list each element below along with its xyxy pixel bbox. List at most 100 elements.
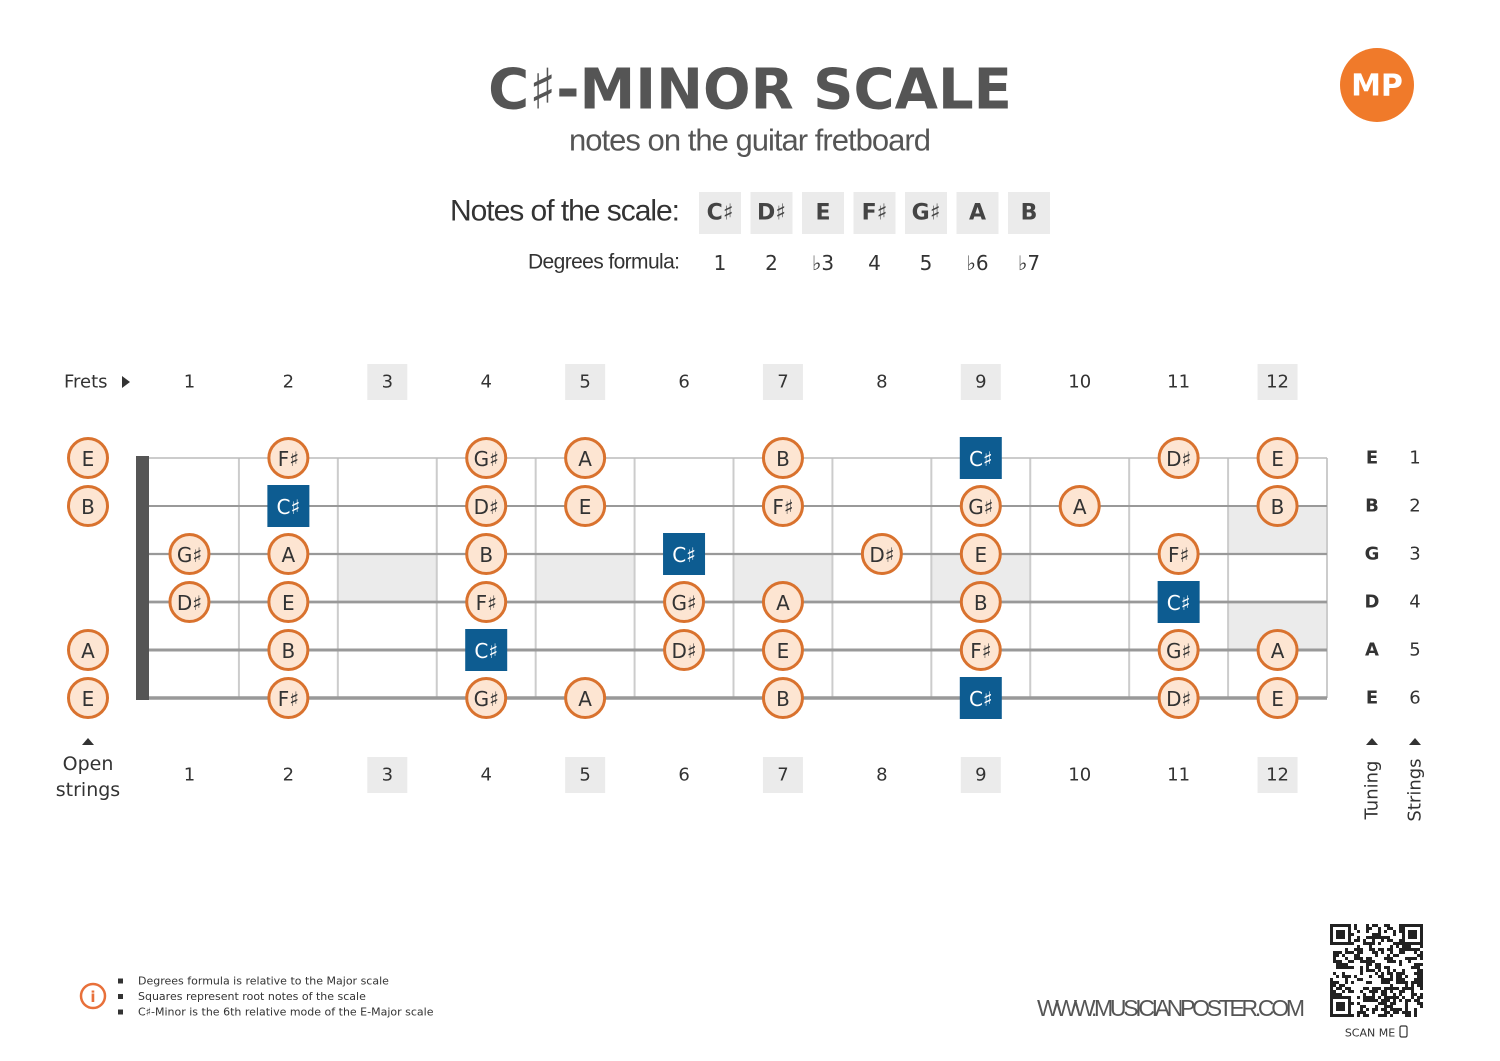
string-number: 3 [1409,544,1420,565]
qr-module [1381,939,1384,942]
qr-module [1384,990,1387,993]
qr-module [1393,933,1396,936]
qr-module [1381,948,1384,951]
qr-module [1363,960,1366,963]
note-circle [959,629,1002,671]
note-circle [959,533,1002,575]
qr-module [1399,930,1402,933]
root-note-square [267,485,310,527]
qr-module [1414,999,1417,1002]
fret-number: 9 [975,765,986,786]
qr-module [1393,954,1396,957]
qr-module [1330,1005,1333,1008]
qr-module [1366,924,1369,927]
qr-module [1414,957,1417,960]
qr-module [1342,966,1345,969]
qr-module [1387,996,1390,999]
qr-module [1339,966,1342,969]
qr-module [1369,945,1372,948]
qr-module [1339,942,1342,945]
qr-module [1384,957,1387,960]
info-icon-glyph: i [90,988,95,1006]
qr-module [1396,975,1399,978]
qr-module [1402,972,1405,975]
qr-module [1378,987,1381,990]
qr-module [1420,987,1423,990]
scale-degree: 4 [868,251,881,275]
qr-module [1405,1005,1408,1008]
qr-module [1399,948,1402,951]
qr-module [1405,945,1408,948]
qr-module [1354,924,1357,927]
qr-module [1366,927,1369,930]
qr-module [1372,969,1375,972]
qr-module [1405,948,1408,951]
qr-module [1357,996,1360,999]
qr-code [1330,924,1424,1018]
qr-module [1336,1014,1339,1017]
qr-module [1342,984,1345,987]
fret-number: 3 [382,372,393,393]
qr-module [1336,1002,1339,1005]
qr-module [1378,930,1381,933]
qr-module [1393,996,1396,999]
qr-module [1363,1011,1366,1014]
note-circle [1256,437,1299,479]
qr-module [1345,924,1348,927]
qr-module [1399,978,1402,981]
qr-module [1357,951,1360,954]
qr-module [1408,936,1411,939]
qr-module [1414,1014,1417,1017]
qr-module [1348,1008,1351,1011]
qr-module [1411,981,1414,984]
qr-module [1348,924,1351,927]
title: C♯-MINOR SCALE [488,58,1012,123]
qr-module [1393,969,1396,972]
qr-module [1405,984,1408,987]
fret-number: 4 [480,372,491,393]
fret-number: 7 [777,765,788,786]
qr-module [1417,948,1420,951]
qr-module [1330,1002,1333,1005]
note-label: F♯ [278,447,299,471]
note-label: B [479,543,493,567]
qr-module [1381,993,1384,996]
qr-module [1393,993,1396,996]
fret-number-box [1257,364,1298,400]
qr-module [1342,924,1345,927]
fret-number: 4 [480,765,491,786]
qr-module [1378,969,1381,972]
qr-module [1330,978,1333,981]
qr-module [1411,948,1414,951]
qr-module [1369,969,1372,972]
note-label: D♯ [474,495,499,519]
qr-module [1339,984,1342,987]
qr-module [1348,1002,1351,1005]
qr-module [1336,924,1339,927]
qr-module [1390,960,1393,963]
qr-module [1348,1011,1351,1014]
qr-module [1339,993,1342,996]
fret-number: 7 [777,372,788,393]
note-circle [465,677,508,719]
qr-module [1339,951,1342,954]
note-label: A [776,591,790,615]
note-label: F♯ [278,687,299,711]
qr-module [1330,993,1333,996]
scale-degree: ♭7 [1018,251,1040,275]
qr-module [1417,999,1420,1002]
qr-bg [1330,924,1424,1018]
qr-module [1363,942,1366,945]
root-note-square [959,677,1002,719]
scale-note: F♯ [862,201,888,226]
qr-module [1351,1002,1354,1005]
qr-module [1390,978,1393,981]
qr-module [1417,984,1420,987]
qr-module [1390,945,1393,948]
note-circle [67,677,109,719]
qr-module [1402,942,1405,945]
qr-module [1396,1008,1399,1011]
qr-module [1384,1014,1387,1017]
qr-module [1375,933,1378,936]
qr-module [1372,960,1375,963]
